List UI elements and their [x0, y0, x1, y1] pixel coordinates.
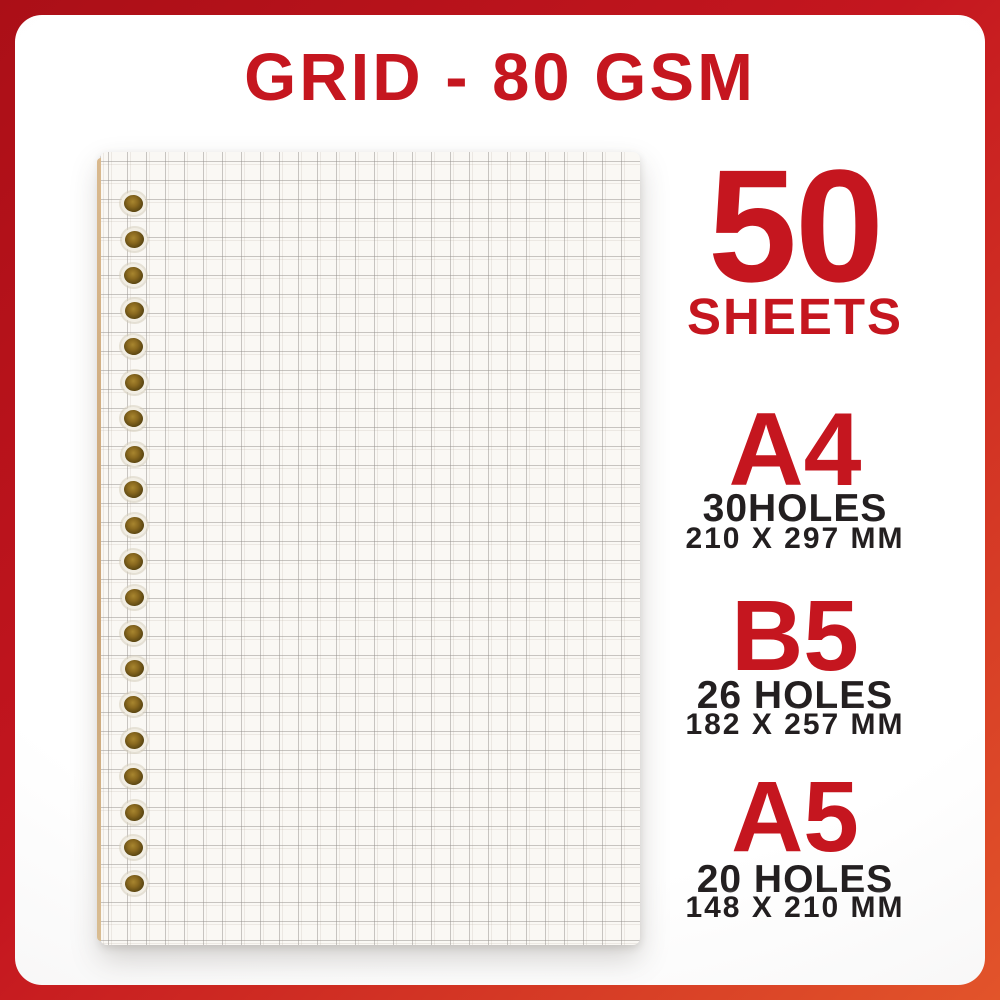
- punch-hole: [123, 515, 146, 536]
- size-holes-a5: 20 HOLES: [696, 858, 894, 901]
- punch-hole: [123, 337, 144, 357]
- punch-hole: [123, 301, 146, 321]
- punch-hole: [123, 229, 146, 250]
- punch-hole: [123, 444, 146, 464]
- grid-paper-photo: [97, 152, 640, 945]
- punch-hole: [123, 766, 144, 786]
- size-name-a5: A5: [731, 761, 859, 873]
- punch-hole: [123, 194, 144, 213]
- size-holes-a4: 30HOLES: [702, 487, 888, 530]
- sheet-count: 50: [708, 136, 884, 315]
- punch-hole: [123, 838, 144, 858]
- punch-hole: [123, 552, 144, 571]
- punch-hole: [123, 730, 146, 751]
- punch-hole: [123, 802, 146, 822]
- size-dimensions-b5: 182 X 257 MM: [685, 708, 905, 741]
- punch-hole: [123, 480, 144, 500]
- specs-column: 50 SHEETS A4 30HOLES 210 X 297 MM B5 26 …: [645, 0, 945, 1000]
- punch-hole: [123, 623, 144, 643]
- punch-hole: [123, 587, 146, 608]
- punch-hole: [123, 659, 146, 679]
- punch-hole: [123, 408, 144, 428]
- punch-hole: [123, 265, 144, 285]
- punch-hole: [123, 372, 146, 393]
- punch-hole: [123, 695, 144, 715]
- punch-hole: [123, 873, 146, 894]
- size-name-a4: A4: [728, 392, 862, 508]
- sheet-count-label: SHEETS: [686, 288, 904, 345]
- product-title: GRID - 80 GSM: [244, 40, 756, 115]
- size-holes-b5: 26 HOLES: [696, 674, 894, 717]
- size-dimensions-a4: 210 X 297 MM: [685, 522, 905, 555]
- size-dimensions-a5: 148 X 210 MM: [685, 891, 905, 924]
- size-name-b5: B5: [731, 580, 859, 692]
